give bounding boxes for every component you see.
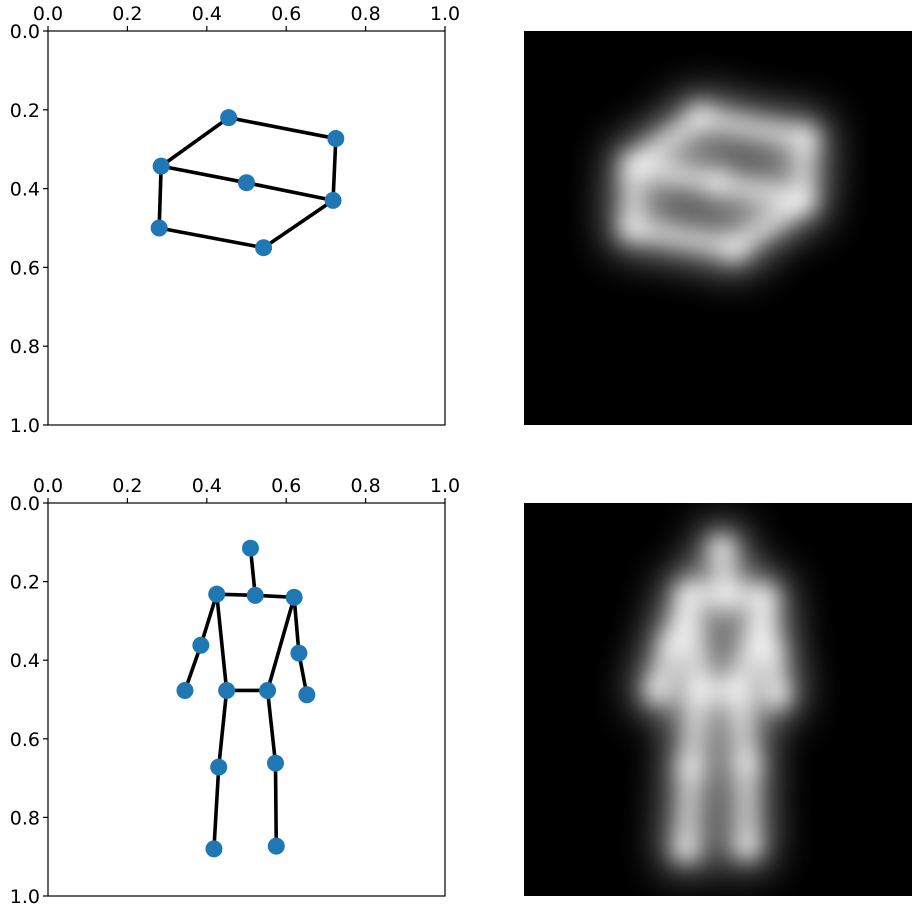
- y-tick-label: 0.0: [10, 21, 40, 43]
- y-tick-label: 1.0: [10, 886, 40, 908]
- y-tick-label: 0.6: [10, 257, 40, 279]
- keypoint-marker: [241, 539, 259, 557]
- x-tick-label: 0.2: [112, 3, 142, 25]
- x-tick-label: 0.6: [271, 3, 301, 25]
- edge-line: [265, 595, 296, 693]
- y-tick-label: 0.4: [10, 650, 40, 672]
- keypoint-marker: [176, 681, 194, 699]
- keypoints: [150, 109, 345, 257]
- x-tick-label: 1.0: [430, 3, 460, 25]
- keypoint-marker: [255, 239, 273, 257]
- plot-area: [48, 31, 445, 425]
- keypoint-marker: [298, 686, 316, 704]
- edge-line: [273, 761, 279, 848]
- keypoint-marker: [208, 585, 226, 603]
- edge-line: [159, 115, 231, 168]
- y-tick-label: 0.8: [10, 336, 40, 358]
- edge-line: [157, 164, 163, 230]
- keypoint-marker: [210, 758, 228, 776]
- keypoint-marker: [290, 644, 308, 662]
- keypoint-marker: [192, 636, 210, 654]
- y-tick-label: 0.0: [10, 493, 40, 515]
- keypoint-marker: [259, 681, 277, 699]
- keypoint-marker: [205, 840, 223, 858]
- heatmap-image: [524, 503, 912, 896]
- keypoint-marker: [150, 219, 168, 237]
- subplot-top: 0.0 0.2 0.4 0.6 0.8 1.0 0.0 0.2 0.4 0.6 0.8 1.0: [10, 3, 912, 437]
- skeleton-edges: [157, 115, 338, 250]
- y-tick-label: 0.6: [10, 729, 40, 751]
- axes-frame: [47, 502, 446, 897]
- keypoint-marker: [324, 191, 342, 209]
- x-tick-label: 0.4: [192, 475, 222, 497]
- keypoints: [176, 539, 316, 858]
- edge-line: [265, 688, 278, 765]
- edge-line: [199, 592, 219, 648]
- edge-line: [244, 180, 335, 203]
- keypoint-marker: [218, 681, 236, 699]
- axes-frame: [47, 30, 446, 426]
- edge-line: [216, 688, 229, 769]
- keypoint-marker: [327, 130, 345, 148]
- heatmap-image: [524, 31, 912, 425]
- y-tick-label: 0.2: [10, 572, 40, 594]
- y-tick-label: 0.2: [10, 100, 40, 122]
- edge-line: [261, 198, 335, 250]
- keypoint-marker: [266, 754, 284, 772]
- x-tick-label: 0.0: [33, 3, 63, 25]
- edge-line: [292, 595, 301, 655]
- keypoint-marker: [220, 109, 238, 127]
- edge-line: [226, 115, 338, 141]
- subplot-bottom: 0.0 0.2 0.4 0.6 0.8 1.0 0.0 0.2 0.4 0.6 0.8 1.0: [10, 475, 912, 908]
- x-tick-label: 0.0: [33, 475, 63, 497]
- y-tick-label: 0.8: [10, 807, 40, 829]
- keypoint-marker: [152, 157, 170, 175]
- edge-line: [331, 136, 338, 203]
- plot-area: [48, 503, 445, 896]
- x-tick-label: 0.2: [112, 475, 142, 497]
- keypoint-marker: [238, 174, 255, 192]
- y-tick-label: 0.4: [10, 179, 40, 201]
- edge-line: [212, 765, 221, 851]
- keypoint-marker: [267, 837, 285, 855]
- x-tick-label: 0.4: [192, 3, 222, 25]
- keypoint-marker: [246, 586, 264, 604]
- edge-line: [214, 592, 229, 693]
- y-tick-label: 1.0: [10, 415, 40, 437]
- x-tick-label: 0.8: [350, 3, 380, 25]
- keypoint-marker: [285, 588, 303, 606]
- edge-line: [159, 164, 249, 185]
- x-tick-label: 1.0: [430, 475, 460, 497]
- edge-line: [157, 226, 266, 250]
- x-tick-label: 0.6: [271, 475, 301, 497]
- x-tick-label: 0.8: [350, 475, 380, 497]
